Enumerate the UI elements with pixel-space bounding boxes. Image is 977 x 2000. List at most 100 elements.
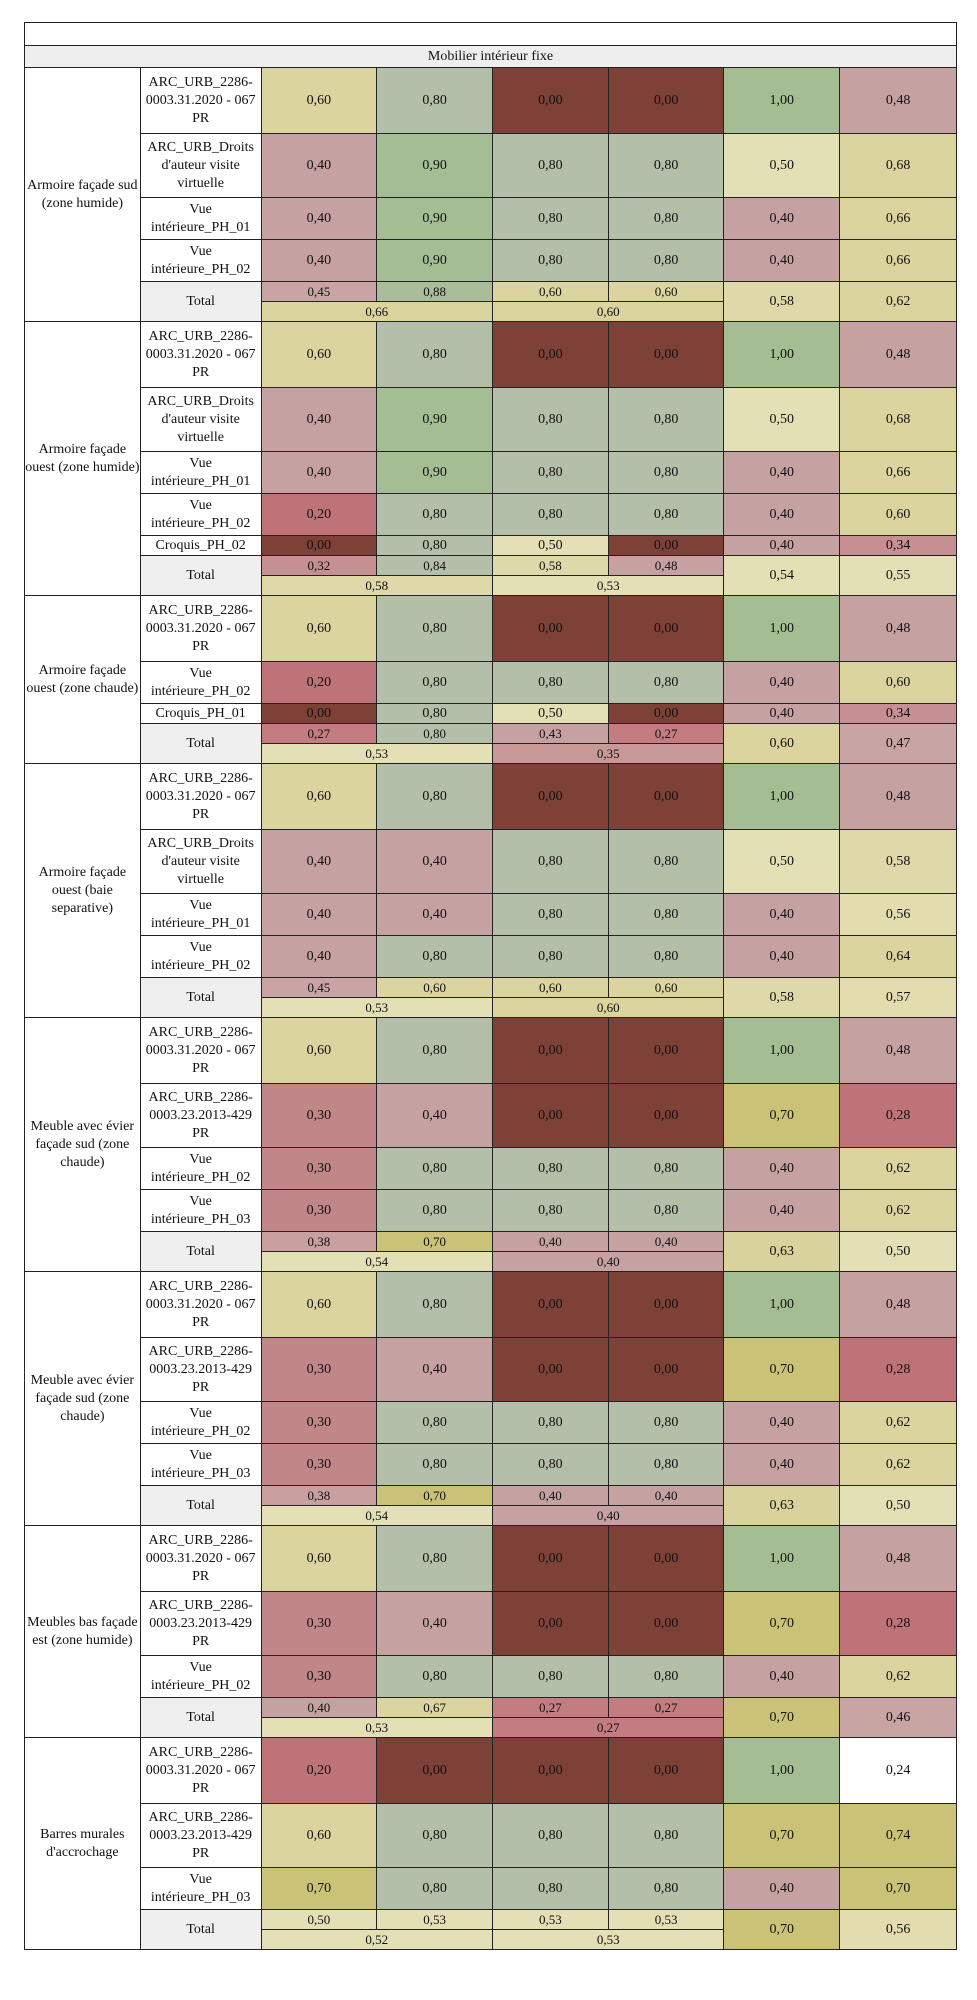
subtotal-cell: 0,32 — [260, 555, 378, 576]
score-cell: 0,80 — [492, 661, 609, 704]
score-cell: 0,80 — [607, 829, 725, 894]
score-cell: 0,40 — [376, 1591, 493, 1656]
score-cell: 0,40 — [723, 1655, 841, 1698]
score-cell: 0,80 — [376, 763, 493, 830]
score-cell: 0,00 — [492, 1591, 609, 1656]
score-cell: 0,40 — [376, 1337, 493, 1402]
score-cell: 0,80 — [492, 1189, 609, 1232]
subtotal-cell: 0,60 — [492, 977, 609, 998]
score-cell: 0,80 — [607, 451, 725, 494]
score-cell: 0,40 — [260, 935, 378, 978]
subtotal-cell: 0,27 — [607, 723, 725, 744]
score-cell: 0,30 — [260, 1189, 378, 1232]
subtotal-cell: 0,38 — [260, 1485, 378, 1506]
source-label: ARC_URB_2286-0003.23.2013-429 PR — [139, 1337, 262, 1402]
score-cell: 0,40 — [723, 1867, 841, 1910]
score-cell: 0,80 — [607, 239, 725, 282]
score-cell: 0,00 — [492, 1271, 609, 1338]
source-label: ARC_URB_2286-0003.31.2020 - 067 PR — [139, 1525, 262, 1592]
score-cell: 0,60 — [260, 321, 378, 388]
top-blank-row — [24, 22, 957, 46]
score-cell: 0,40 — [723, 703, 841, 724]
subtotal-cell: 0,38 — [260, 1231, 378, 1252]
total-score-cell: 0,58 — [723, 281, 841, 322]
score-cell: 0,62 — [839, 1655, 957, 1698]
subtotal-cell: 0,40 — [492, 1231, 609, 1252]
score-cell: 0,80 — [492, 451, 609, 494]
table-row: Barres murales d'accrochage ARC_URB_2286-… — [24, 1737, 957, 1950]
section-header-row: Mobilier intérieur fixe — [24, 45, 957, 68]
total-score-cell: 0,50 — [839, 1485, 957, 1526]
score-cell: 0,40 — [376, 893, 493, 936]
score-cell: 0,80 — [376, 1803, 493, 1868]
score-cell: 0,80 — [492, 829, 609, 894]
score-cell: 0,80 — [376, 935, 493, 978]
score-cell: 0,60 — [839, 493, 957, 536]
top-blank-cell — [24, 22, 957, 46]
score-cell: 0,56 — [839, 893, 957, 936]
score-cell: 0,62 — [839, 1443, 957, 1486]
score-cell: 0,66 — [839, 239, 957, 282]
aggregate-cell: 0,60 — [491, 301, 725, 322]
source-label: Vue intérieure_PH_01 — [139, 893, 262, 936]
aggregate-row: 0,52 0,53 — [25, 1929, 957, 1950]
subtotal-cell: 0,70 — [376, 1485, 493, 1506]
score-cell: 0,40 — [723, 493, 841, 536]
score-cell: 0,40 — [260, 893, 378, 936]
score-cell: 0,80 — [376, 1443, 493, 1486]
score-cell: 0,80 — [492, 493, 609, 536]
score-cell: 0,40 — [260, 239, 378, 282]
table-row: Croquis_PH_02 0,00 0,80 0,50 0,00 0,40 0,34 — [25, 535, 957, 556]
table-row: Vue intérieure_PH_02 0,30 0,80 0,80 0,80 0,40… — [25, 1655, 957, 1698]
score-cell: 0,00 — [607, 1271, 725, 1338]
source-label: ARC_URB_2286-0003.31.2020 - 067 PR — [139, 1271, 262, 1338]
score-cell: 0,90 — [376, 133, 493, 198]
subtotal-cell: 0,53 — [492, 1909, 609, 1930]
subtotal-cell: 0,48 — [607, 555, 725, 576]
score-cell: 0,66 — [839, 451, 957, 494]
score-cell: 1,00 — [723, 1271, 841, 1338]
score-cell: 0,60 — [260, 67, 378, 134]
score-cell: 0,34 — [839, 535, 957, 556]
score-cell: 0,30 — [260, 1401, 378, 1444]
table-row: Meuble avec évier façade sud (zone chaud… — [24, 1017, 957, 1272]
score-cell: 0,40 — [260, 133, 378, 198]
aggregate-cell: 0,53 — [491, 1929, 725, 1950]
total-score-cell: 0,47 — [839, 723, 957, 764]
total-row: Total 0,45 0,88 0,60 0,60 0,58 0,62 — [25, 281, 957, 322]
score-cell: 0,80 — [607, 1401, 725, 1444]
score-cell: 0,80 — [492, 1443, 609, 1486]
score-cell: 0,64 — [839, 935, 957, 978]
subtotal-cell: 0,50 — [260, 1909, 378, 1930]
score-cell: 0,40 — [260, 387, 378, 452]
subtotal-cell: 0,67 — [376, 1697, 493, 1718]
aggregate-row: 0,53 0,35 — [25, 743, 957, 764]
score-cell: 0,00 — [607, 1017, 725, 1084]
source-label: ARC_URB_2286-0003.31.2020 - 067 PR — [139, 1017, 262, 1084]
total-row: Total 0,38 0,70 0,40 0,40 0,63 0,50 — [25, 1485, 957, 1526]
aggregate-cell: 0,53 — [260, 1717, 494, 1738]
score-cell: 0,80 — [376, 1867, 493, 1910]
score-cell: 1,00 — [723, 321, 841, 388]
source-label: Vue intérieure_PH_02 — [139, 935, 262, 978]
subtotal-cell: 0,60 — [607, 281, 725, 302]
score-cell: 0,40 — [260, 451, 378, 494]
source-label: ARC_URB_2286-0003.23.2013-429 PR — [139, 1083, 262, 1148]
score-cell: 0,40 — [723, 661, 841, 704]
aggregate-cell: 0,53 — [260, 743, 494, 764]
score-cell: 0,00 — [492, 1525, 609, 1592]
score-cell: 1,00 — [723, 67, 841, 134]
table-row: Croquis_PH_01 0,00 0,80 0,50 0,00 0,40 0,34 — [25, 703, 957, 724]
score-cell: 0,40 — [723, 935, 841, 978]
score-cell: 0,90 — [376, 239, 493, 282]
score-cell: 0,62 — [839, 1147, 957, 1190]
table-row: Vue intérieure_PH_02 0,20 0,80 0,80 0,80 0,40… — [25, 493, 957, 536]
score-cell: 0,20 — [260, 661, 378, 704]
table-row: Vue intérieure_PH_02 0,40 0,90 0,80 0,80 0,40… — [25, 239, 957, 282]
source-label: Vue intérieure_PH_01 — [139, 197, 262, 240]
score-cell: 1,00 — [723, 1737, 841, 1804]
score-cell: 0,00 — [492, 763, 609, 830]
score-cell: 0,80 — [376, 1017, 493, 1084]
table-row: Armoire façade ouest (zone humide) ARC_UR… — [24, 321, 957, 596]
score-cell: 0,62 — [839, 1401, 957, 1444]
